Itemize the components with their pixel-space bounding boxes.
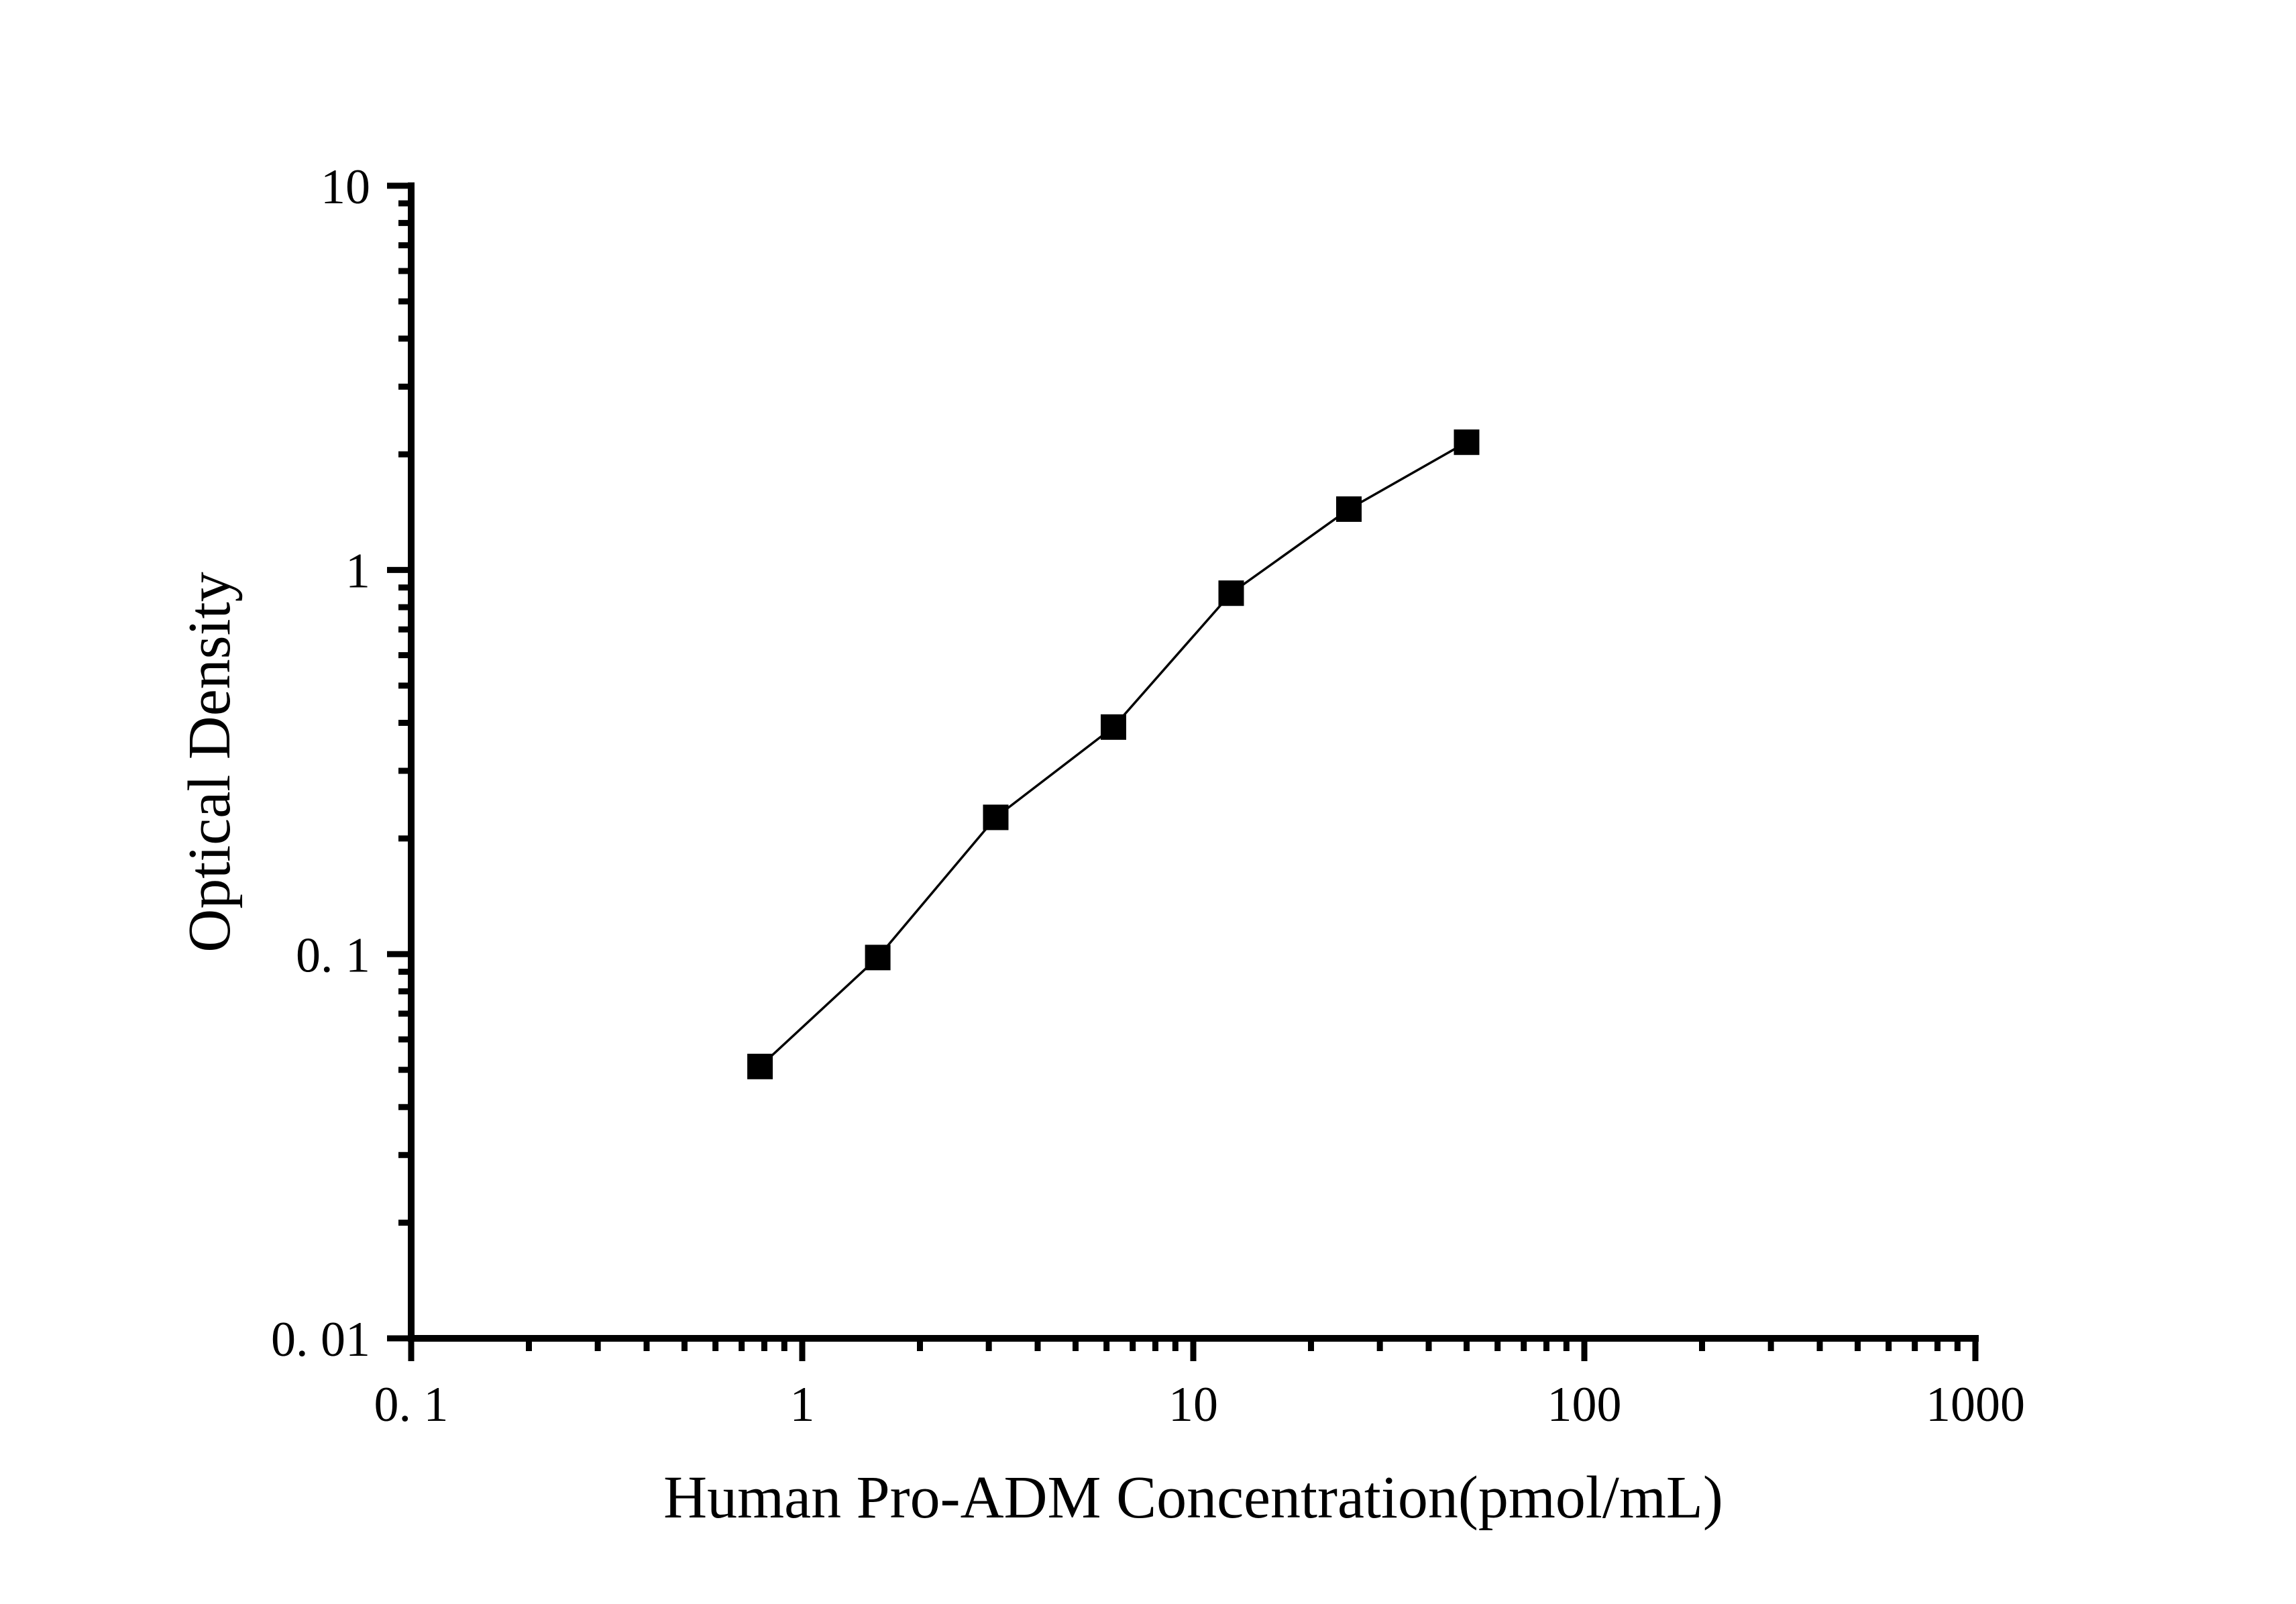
data-point-marker <box>865 945 891 971</box>
y-tick-label: 1 <box>345 544 370 599</box>
x-axis-title: Human Pro-ADM Concentration(pmol/mL) <box>663 1464 1723 1531</box>
axis-lines <box>408 182 1979 1342</box>
data-series <box>747 429 1480 1079</box>
data-point-marker <box>1454 429 1480 456</box>
x-tick-label: 0. 1 <box>374 1377 449 1432</box>
x-tick-label: 100 <box>1547 1377 1622 1432</box>
y-tick-label: 0. 1 <box>296 928 370 983</box>
x-tick-label: 10 <box>1168 1377 1218 1432</box>
y-tick-label: 10 <box>321 160 370 215</box>
axis-ticks <box>387 182 1979 1361</box>
data-point-marker <box>747 1053 773 1079</box>
data-point-marker <box>1335 496 1362 522</box>
data-point-marker <box>1100 714 1126 740</box>
data-point-marker <box>1218 580 1244 606</box>
x-tick-label: 1 <box>790 1377 815 1432</box>
y-tick-label: 0. 01 <box>271 1312 370 1367</box>
y-axis-title: Optical Density <box>176 572 243 952</box>
series-line <box>759 441 1468 1068</box>
data-point-marker <box>983 804 1009 831</box>
x-tick-label: 1000 <box>1926 1377 2025 1432</box>
